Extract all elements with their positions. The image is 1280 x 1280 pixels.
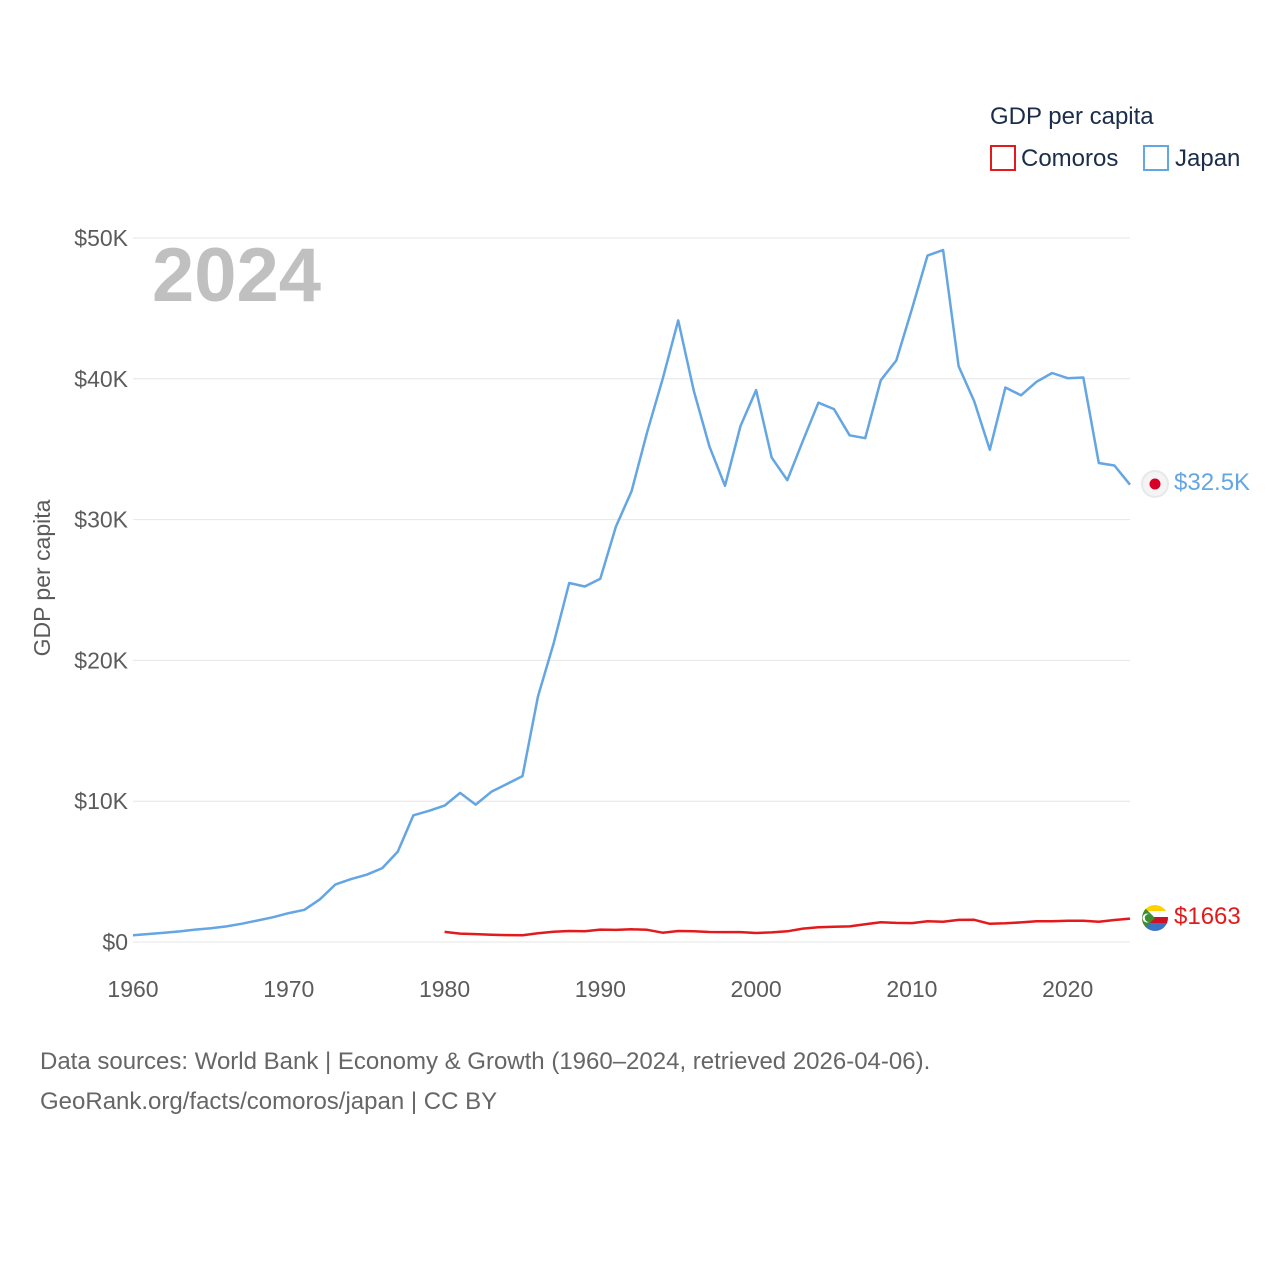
japan-flag-icon	[1141, 470, 1169, 498]
source-line-link[interactable]: GeoRank.org/facts/comoros/japan | CC BY	[40, 1088, 498, 1115]
grid-lines	[133, 237, 1130, 943]
x-tick-label: 2000	[731, 976, 782, 1002]
y-tick-label: $30K	[74, 507, 128, 533]
y-axis-ticks: $0 $10K $20K $30K $40K $50K	[74, 225, 128, 955]
y-tick-label: $10K	[74, 788, 128, 814]
comoros-flag-icon	[1142, 905, 1168, 931]
legend-label-comoros: Comoros	[1021, 145, 1118, 172]
x-tick-label: 1970	[263, 976, 314, 1002]
legend-label-japan: Japan	[1175, 145, 1240, 172]
source-note: Data sources: World Bank | Economy & Gro…	[40, 1042, 930, 1122]
y-tick-label: $20K	[74, 647, 128, 673]
x-tick-label: 1980	[419, 976, 470, 1002]
legend-title: GDP per capita	[990, 103, 1154, 130]
year-watermark: 2024	[152, 233, 321, 318]
legend-item-japan[interactable]: Japan	[1143, 145, 1240, 172]
y-tick-label: $40K	[74, 366, 128, 392]
x-axis-ticks: 1960 1970 1980 1990 2000 2010 2020	[107, 976, 1093, 1002]
y-tick-label: $50K	[74, 225, 128, 251]
end-label-comoros: $1663	[1174, 903, 1241, 930]
series-lines	[132, 248, 1131, 937]
x-tick-label: 2010	[886, 976, 937, 1002]
series-line-comoros[interactable]	[444, 917, 1131, 937]
series-line-japan[interactable]	[132, 248, 1131, 937]
y-axis-label: GDP per capita	[29, 499, 55, 656]
x-tick-label: 2020	[1042, 976, 1093, 1002]
x-tick-label: 1990	[575, 976, 626, 1002]
x-tick-label: 1960	[107, 976, 158, 1002]
legend-swatch-comoros	[990, 145, 1016, 171]
legend-item-comoros[interactable]: Comoros	[990, 145, 1118, 172]
end-label-japan: $32.5K	[1174, 469, 1250, 496]
source-line-data: Data sources: World Bank | Economy & Gro…	[40, 1048, 931, 1075]
legend: GDP per capita Comoros Japan	[990, 103, 1240, 172]
y-tick-label: $0	[102, 929, 128, 955]
legend-swatch-japan	[1143, 145, 1169, 171]
